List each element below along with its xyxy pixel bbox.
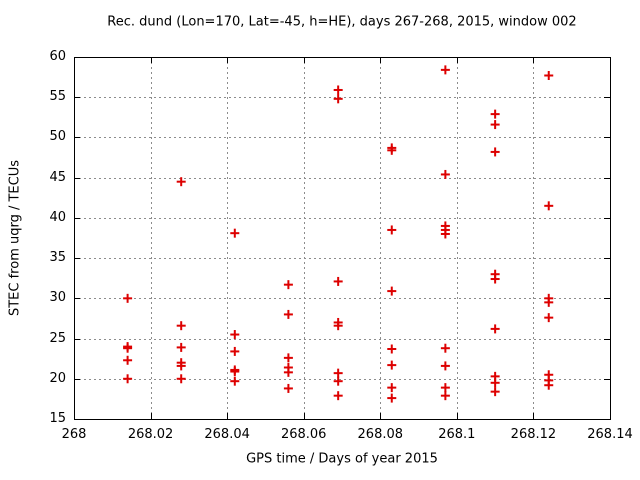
data-point-marker bbox=[283, 383, 293, 393]
x-tick-label: 268.08 bbox=[357, 427, 404, 442]
data-point-marker bbox=[230, 346, 240, 356]
data-point-marker bbox=[230, 330, 240, 340]
data-point-marker bbox=[490, 120, 500, 130]
data-point-marker bbox=[387, 145, 397, 155]
data-point-marker bbox=[440, 383, 450, 393]
plot-border bbox=[74, 57, 611, 420]
data-point-marker bbox=[333, 94, 343, 104]
x-tick-label: 268.14 bbox=[587, 427, 633, 442]
y-tick-label: 20 bbox=[49, 370, 66, 386]
data-point-marker bbox=[387, 383, 397, 393]
data-point-marker bbox=[123, 293, 133, 303]
data-point-marker bbox=[333, 391, 343, 401]
data-point-marker bbox=[333, 276, 343, 286]
data-point-marker bbox=[230, 376, 240, 386]
data-point-marker bbox=[176, 342, 186, 352]
data-point-marker bbox=[283, 309, 293, 319]
data-point-marker bbox=[333, 376, 343, 386]
y-tick-label: 35 bbox=[49, 250, 66, 266]
data-point-marker bbox=[440, 229, 450, 239]
data-point-marker bbox=[490, 274, 500, 284]
data-point-marker bbox=[440, 361, 450, 371]
y-tick-label: 55 bbox=[49, 89, 66, 105]
y-tick-label: 40 bbox=[49, 209, 66, 225]
data-point-marker bbox=[544, 71, 554, 81]
data-point-marker bbox=[283, 353, 293, 363]
y-tick-label: 50 bbox=[49, 129, 66, 145]
x-tick-label: 268.02 bbox=[127, 427, 174, 442]
data-point-marker bbox=[544, 313, 554, 323]
y-tick-label: 60 bbox=[49, 49, 66, 64]
data-point-marker bbox=[544, 201, 554, 211]
data-point-marker bbox=[490, 378, 500, 388]
data-point-marker bbox=[490, 387, 500, 397]
x-tick-label: 268.06 bbox=[280, 427, 327, 442]
data-point-marker bbox=[283, 367, 293, 377]
data-point-marker bbox=[176, 361, 186, 371]
data-point-marker bbox=[544, 297, 554, 307]
data-point-marker bbox=[176, 177, 186, 187]
y-tick-label: 45 bbox=[49, 169, 66, 185]
data-point-marker bbox=[387, 344, 397, 354]
x-tick-label: 268.12 bbox=[510, 427, 557, 442]
data-point-marker bbox=[176, 321, 186, 331]
x-tick-label: 268.04 bbox=[204, 427, 250, 442]
data-point-marker bbox=[387, 225, 397, 235]
y-tick-label: 25 bbox=[49, 330, 66, 346]
data-point-marker bbox=[490, 109, 500, 119]
data-point-marker bbox=[123, 374, 133, 384]
data-point-marker bbox=[387, 360, 397, 370]
data-point-marker bbox=[387, 393, 397, 403]
data-point-marker bbox=[283, 280, 293, 290]
data-point-marker bbox=[230, 228, 240, 238]
data-point-marker bbox=[440, 65, 450, 75]
data-point-marker bbox=[176, 374, 186, 384]
x-axis-label: GPS time / Days of year 2015 bbox=[246, 451, 438, 467]
data-point-marker bbox=[490, 147, 500, 157]
data-point-marker bbox=[490, 324, 500, 334]
data-point-marker bbox=[333, 321, 343, 331]
y-tick-label: 30 bbox=[49, 290, 66, 306]
data-point-marker bbox=[230, 367, 240, 377]
data-point-marker bbox=[544, 380, 554, 390]
data-point-marker bbox=[387, 286, 397, 296]
data-point-marker bbox=[440, 391, 450, 401]
data-point-marker bbox=[333, 85, 343, 95]
y-tick-label: 15 bbox=[49, 411, 66, 426]
data-point-marker bbox=[440, 343, 450, 353]
data-point-marker bbox=[123, 343, 133, 353]
data-point-marker bbox=[333, 368, 343, 378]
x-tick-label: 268 bbox=[61, 427, 87, 442]
x-tick-label: 268.1 bbox=[438, 427, 476, 442]
data-point-marker bbox=[440, 169, 450, 179]
data-point-marker bbox=[123, 355, 133, 365]
chart-title: Rec. dund (Lon=170, Lat=-45, h=HE), days… bbox=[107, 14, 577, 30]
